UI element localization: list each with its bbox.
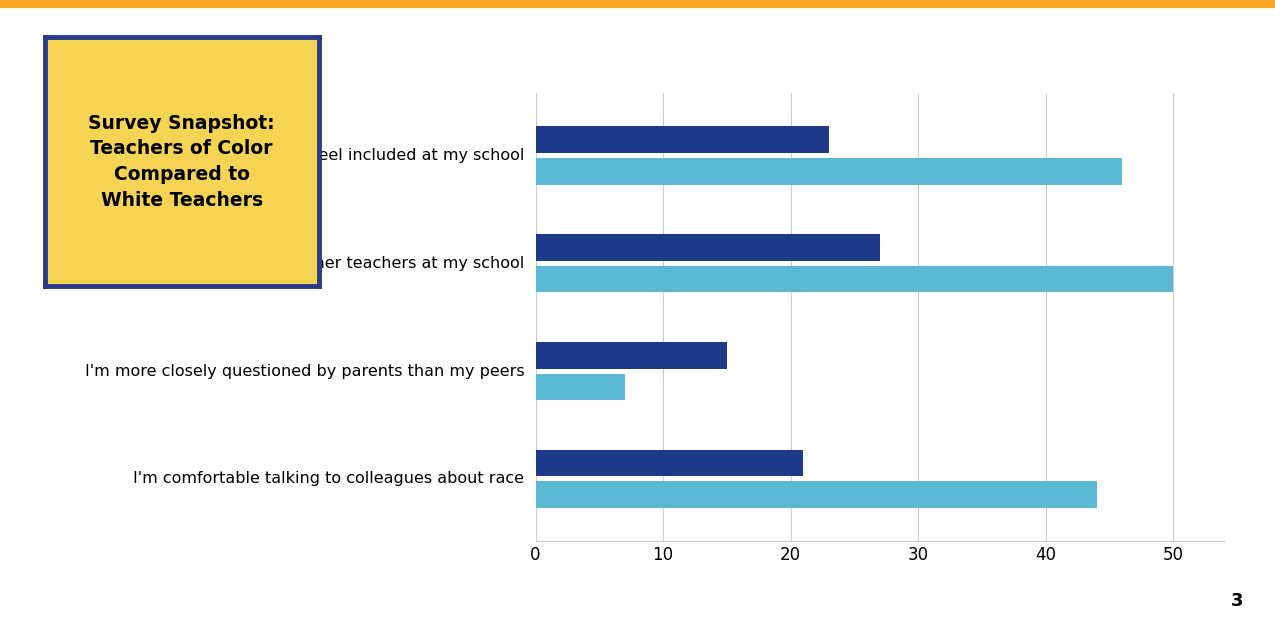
Bar bbox=[536, 481, 1096, 508]
Legend: % of Teachers of Color who strongly agree, % of white teachers who strongly agre: % of Teachers of Color who strongly agre… bbox=[859, 0, 1216, 2]
Bar bbox=[536, 374, 625, 400]
Bar bbox=[536, 234, 880, 261]
Text: 3: 3 bbox=[1230, 592, 1243, 610]
Bar bbox=[536, 450, 803, 476]
Text: Survey Snapshot:
Teachers of Color
Compared to
White Teachers: Survey Snapshot: Teachers of Color Compa… bbox=[88, 114, 275, 210]
Bar bbox=[536, 266, 1173, 292]
Bar bbox=[536, 126, 829, 153]
Bar bbox=[536, 342, 727, 369]
Bar bbox=[536, 158, 1122, 185]
